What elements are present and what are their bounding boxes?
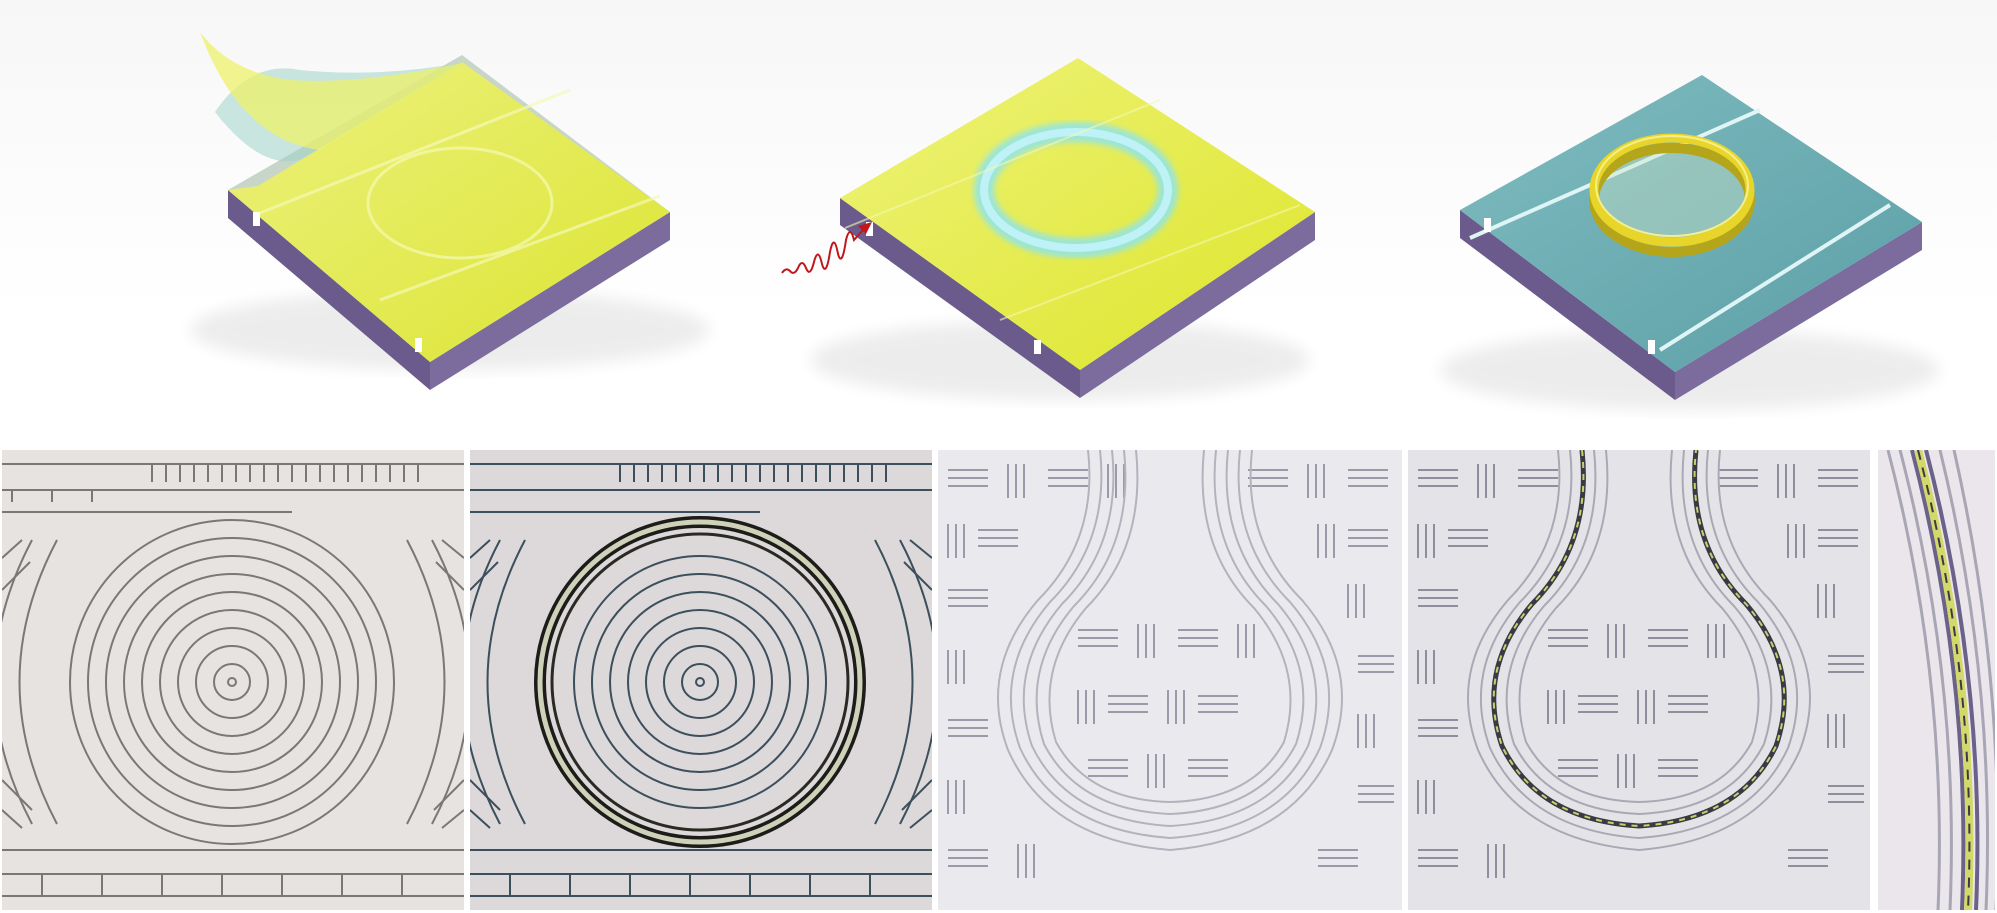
micrograph-teardrop-after [1408, 450, 1870, 910]
schematic-illuminate [781, 58, 1315, 400]
schematic-illustrations [190, 32, 1940, 410]
micrograph-teardrop-before [938, 450, 1402, 910]
laser-pulse-icon [781, 223, 869, 274]
micrograph-concentric-after [470, 450, 932, 910]
schematic-peel [190, 32, 710, 390]
schematic-ring [1440, 75, 1940, 410]
schematic-row [0, 0, 1997, 445]
micrograph-zoom [1878, 450, 1995, 910]
micrograph-concentric-before [2, 450, 464, 910]
